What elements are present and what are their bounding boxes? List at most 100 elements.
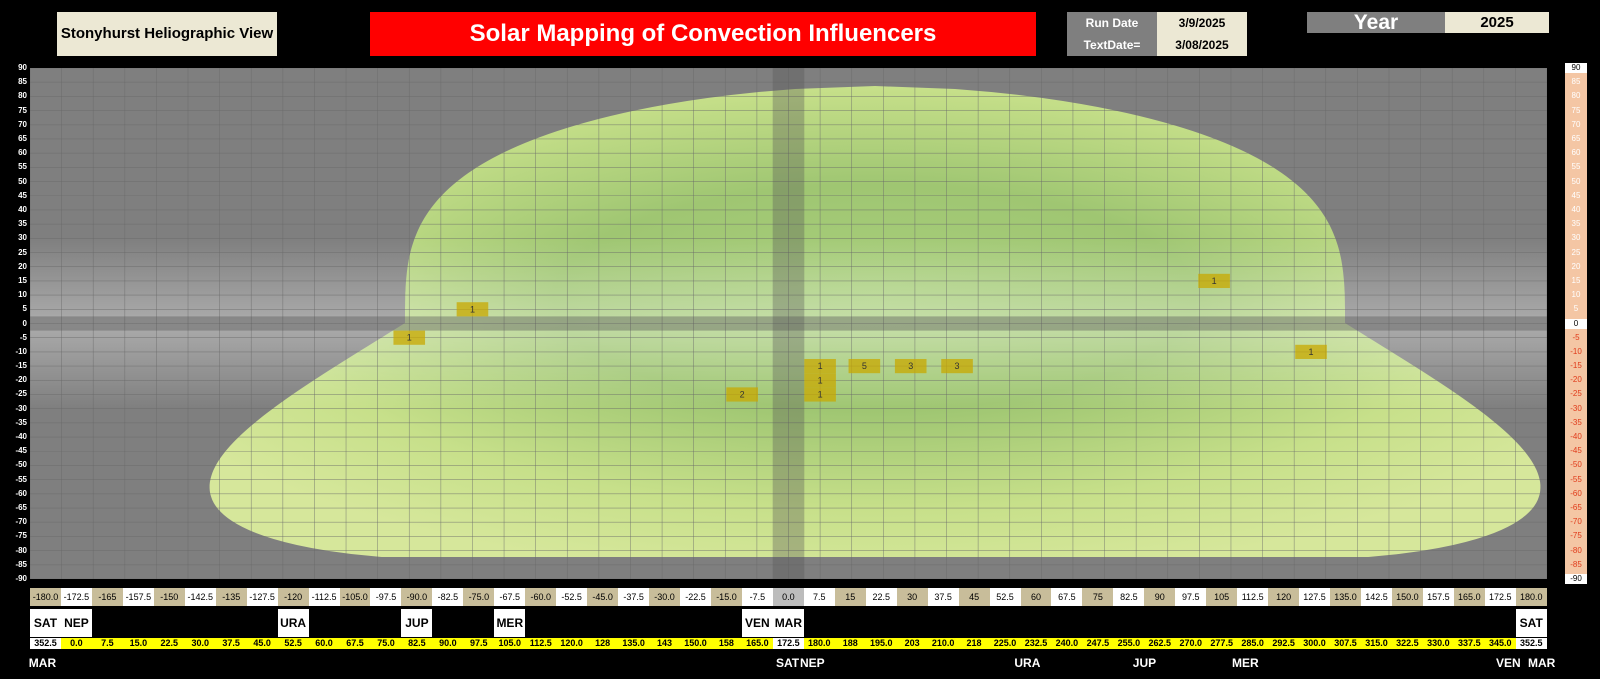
convection-marker[interactable]: 2 [726, 387, 758, 402]
degree-label: 45.0 [246, 638, 278, 649]
latitude-tick-left: -35 [15, 417, 27, 427]
run-date-label: Run Date [1067, 12, 1157, 34]
run-date-value[interactable]: 3/9/2025 [1157, 12, 1247, 34]
marker-count: 5 [862, 361, 867, 371]
empty-planet-cell [556, 609, 588, 637]
longitude-label: 37.5 [927, 588, 959, 606]
convection-marker[interactable]: 1 [804, 358, 836, 374]
degree-label: 150.0 [680, 638, 711, 649]
marker-cell [456, 302, 489, 317]
latitude-tick-left: -15 [15, 361, 27, 371]
empty-planet-cell [1422, 609, 1454, 637]
latitude-tick-left: -65 [15, 503, 27, 513]
degree-label: 158 [710, 638, 742, 649]
degree-label: 352.5 [30, 638, 61, 649]
marker-count: 2 [740, 389, 745, 399]
empty-planet-cell [1113, 609, 1145, 637]
latitude-tick-left: -45 [15, 446, 27, 456]
longitude-label: -180.0 [30, 588, 61, 606]
degree-label: 188 [834, 638, 866, 649]
longitude-label: -112.5 [308, 588, 340, 606]
longitude-label: -75.0 [463, 588, 495, 606]
latitude-tick-left: 80 [18, 91, 27, 101]
planet-cell: URA [277, 609, 309, 637]
convection-marker[interactable]: 5 [848, 358, 881, 374]
degree-label: 292.5 [1268, 638, 1300, 649]
equator-band [30, 316, 1547, 331]
latitude-tick-right: 5 [1573, 304, 1579, 314]
bottom-planet-label: MER [1232, 656, 1259, 670]
empty-planet-cell [618, 609, 650, 637]
empty-planet-cell [680, 609, 711, 637]
latitude-tick-left: -30 [15, 403, 27, 413]
degree-label: 300.0 [1299, 638, 1331, 649]
marker-cell [393, 330, 426, 345]
degree-label: 0.0 [60, 638, 92, 649]
degree-label: 75.0 [370, 638, 402, 649]
planet-row: SAT NEP URA JUP MER VEN MAR SAT [30, 609, 1547, 637]
year-value[interactable]: 2025 [1445, 12, 1549, 33]
longitude-label: -82.5 [432, 588, 464, 606]
longitude-label: -157.5 [122, 588, 154, 606]
empty-planet-cell [1453, 609, 1485, 637]
latitude-tick-right: 20 [1571, 261, 1581, 271]
latitude-tick-left: 20 [18, 261, 27, 271]
latitude-tick-right: 85 [1571, 77, 1581, 87]
longitude-label: -127.5 [246, 588, 278, 606]
convection-marker[interactable]: 1 [804, 387, 836, 402]
longitude-label: 105 [1206, 588, 1238, 606]
longitude-label: -22.5 [680, 588, 711, 606]
marker-cell [1295, 344, 1327, 359]
convection-marker[interactable]: 1 [1295, 344, 1327, 359]
latitude-tick-left: 65 [18, 133, 27, 143]
empty-planet-cell [246, 609, 278, 637]
longitude-label: 172.5 [1484, 588, 1516, 606]
convection-marker[interactable]: 1 [804, 373, 836, 388]
empty-planet-cell [1299, 609, 1331, 637]
solar-map[interactable]: 1 1 2 1 5 3 3 1 1 1 1 [30, 68, 1547, 579]
text-date-value[interactable]: 3/08/2025 [1157, 34, 1247, 56]
longitude-label: 142.5 [1360, 588, 1392, 606]
bottom-planet-label: VEN [1496, 656, 1521, 670]
planet-cell: JUP [401, 609, 433, 637]
degree-label: 172.5 [772, 638, 804, 649]
latitude-tick-left: -50 [15, 460, 27, 470]
latitude-tick-right: 55 [1571, 162, 1581, 172]
latitude-tick-right: -30 [1570, 403, 1582, 413]
latitude-tick-left: -90 [15, 574, 27, 583]
longitude-label: 75 [1082, 588, 1114, 606]
degree-label: 52.5 [277, 638, 309, 649]
longitude-label: 52.5 [989, 588, 1021, 606]
latitude-tick-right: 65 [1571, 133, 1581, 143]
empty-planet-cell [525, 609, 557, 637]
convection-marker[interactable]: 1 [456, 302, 489, 317]
latitude-tick-right: 30 [1571, 233, 1581, 243]
latitude-tick-left: 55 [18, 162, 27, 172]
convection-marker[interactable]: 1 [393, 330, 426, 345]
longitude-label: 45 [958, 588, 990, 606]
page-title: Solar Mapping of Convection Influencers [370, 12, 1036, 56]
convection-marker[interactable]: 3 [894, 358, 927, 374]
degree-label: 60.0 [308, 638, 340, 649]
latitude-tick-right: 60 [1571, 148, 1581, 158]
convection-marker[interactable]: 1 [1198, 273, 1230, 289]
longitude-label: 150.0 [1391, 588, 1423, 606]
degree-label: 82.5 [401, 638, 433, 649]
empty-planet-cell [1268, 609, 1300, 637]
convection-marker[interactable]: 3 [941, 358, 973, 374]
marker-cell [1198, 273, 1230, 289]
longitude-label: 22.5 [865, 588, 897, 606]
empty-planet-cell [1082, 609, 1114, 637]
degree-label: 105.0 [494, 638, 526, 649]
latitude-tick-left: 35 [18, 219, 27, 229]
latitude-tick-left: 50 [18, 176, 27, 186]
empty-planet-cell [1360, 609, 1392, 637]
longitude-label: -7.5 [741, 588, 773, 606]
latitude-tick-right: 80 [1571, 91, 1581, 101]
degree-label: 203 [896, 638, 928, 649]
longitude-label: 82.5 [1113, 588, 1145, 606]
degree-row: 352.5 0.0 7.5 15.0 22.5 30.0 37.5 45.0 52.5 60.0 6… [30, 638, 1547, 649]
latitude-tick-right: -20 [1570, 375, 1582, 385]
empty-planet-cell [865, 609, 897, 637]
empty-planet-cell [91, 609, 123, 637]
